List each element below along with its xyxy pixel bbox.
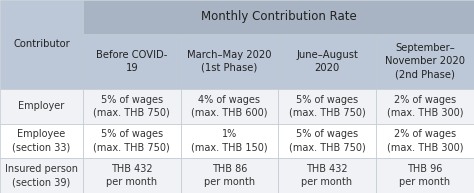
FancyBboxPatch shape [83, 158, 181, 193]
Text: Employer: Employer [18, 101, 64, 111]
FancyBboxPatch shape [181, 124, 278, 158]
FancyBboxPatch shape [0, 0, 83, 89]
Text: 1%
(max. THB 150): 1% (max. THB 150) [191, 130, 268, 152]
FancyBboxPatch shape [181, 158, 278, 193]
Text: 5% of wages
(max. THB 750): 5% of wages (max. THB 750) [289, 130, 365, 152]
Text: 5% of wages
(max. THB 750): 5% of wages (max. THB 750) [93, 95, 170, 118]
FancyBboxPatch shape [376, 34, 474, 89]
Text: 4% of wages
(max. THB 600): 4% of wages (max. THB 600) [191, 95, 268, 118]
Text: Employee
(section 33): Employee (section 33) [12, 130, 71, 152]
Text: Monthly Contribution Rate: Monthly Contribution Rate [201, 10, 356, 23]
Text: THB 96
per month: THB 96 per month [400, 164, 450, 187]
FancyBboxPatch shape [278, 34, 376, 89]
Text: THB 432
per month: THB 432 per month [106, 164, 157, 187]
FancyBboxPatch shape [83, 0, 474, 34]
Text: June–August
2020: June–August 2020 [296, 50, 358, 73]
FancyBboxPatch shape [83, 124, 181, 158]
Text: Before COVID-
19: Before COVID- 19 [96, 50, 167, 73]
Text: 2% of wages
(max. THB 300): 2% of wages (max. THB 300) [387, 95, 463, 118]
FancyBboxPatch shape [278, 89, 376, 124]
FancyBboxPatch shape [0, 124, 83, 158]
FancyBboxPatch shape [83, 34, 181, 89]
Text: THB 432
per month: THB 432 per month [301, 164, 353, 187]
Text: Insured person
(section 39): Insured person (section 39) [5, 164, 78, 187]
FancyBboxPatch shape [181, 34, 278, 89]
FancyBboxPatch shape [83, 89, 181, 124]
FancyBboxPatch shape [181, 89, 278, 124]
Text: Contributor: Contributor [13, 39, 70, 49]
FancyBboxPatch shape [376, 158, 474, 193]
Text: September–
November 2020
(2nd Phase): September– November 2020 (2nd Phase) [385, 43, 465, 79]
Text: 5% of wages
(max. THB 750): 5% of wages (max. THB 750) [93, 130, 170, 152]
FancyBboxPatch shape [0, 89, 83, 124]
Text: THB 86
per month: THB 86 per month [204, 164, 255, 187]
Text: 5% of wages
(max. THB 750): 5% of wages (max. THB 750) [289, 95, 365, 118]
Text: March–May 2020
(1st Phase): March–May 2020 (1st Phase) [187, 50, 272, 73]
FancyBboxPatch shape [376, 89, 474, 124]
FancyBboxPatch shape [278, 158, 376, 193]
FancyBboxPatch shape [278, 124, 376, 158]
FancyBboxPatch shape [376, 124, 474, 158]
FancyBboxPatch shape [0, 158, 83, 193]
Text: 2% of wages
(max. THB 300): 2% of wages (max. THB 300) [387, 130, 463, 152]
